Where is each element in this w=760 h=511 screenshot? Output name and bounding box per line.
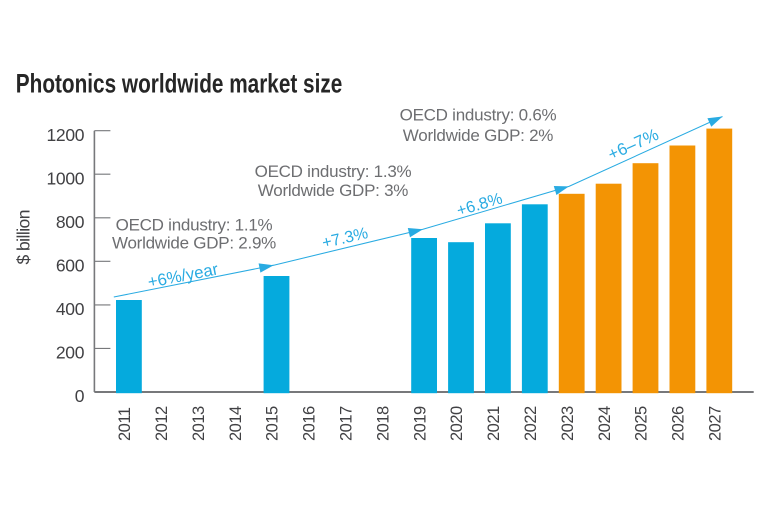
- svg-text:2027: 2027: [707, 406, 725, 441]
- svg-text:200: 200: [56, 343, 85, 363]
- svg-text:2024: 2024: [596, 406, 614, 441]
- svg-text:2015: 2015: [264, 406, 282, 441]
- svg-text:$ billion: $ billion: [14, 210, 34, 264]
- svg-text:400: 400: [56, 299, 85, 319]
- svg-text:OECD industry: 1.3%: OECD industry: 1.3%: [255, 162, 412, 181]
- svg-text:2022: 2022: [522, 406, 540, 441]
- svg-text:2011: 2011: [116, 407, 134, 441]
- svg-text:2020: 2020: [448, 406, 466, 441]
- svg-text:1000: 1000: [46, 168, 84, 188]
- svg-text:Photonics worldwide market siz: Photonics worldwide market size: [16, 69, 343, 99]
- svg-text:2019: 2019: [411, 406, 429, 441]
- svg-text:600: 600: [56, 256, 85, 276]
- svg-text:2026: 2026: [670, 406, 688, 441]
- svg-text:2016: 2016: [301, 406, 319, 441]
- svg-text:800: 800: [56, 212, 85, 232]
- svg-text:2013: 2013: [190, 406, 208, 441]
- svg-text:Worldwide GDP: 2.9%: Worldwide GDP: 2.9%: [112, 234, 276, 253]
- svg-text:OECD industry: 0.6%: OECD industry: 0.6%: [400, 106, 557, 125]
- svg-text:2017: 2017: [338, 406, 356, 441]
- svg-text:0: 0: [75, 386, 85, 406]
- svg-text:Worldwide GDP: 2%: Worldwide GDP: 2%: [403, 126, 554, 145]
- svg-text:2021: 2021: [485, 406, 503, 441]
- svg-text:2014: 2014: [227, 406, 245, 441]
- svg-text:Worldwide GDP: 3%: Worldwide GDP: 3%: [258, 181, 409, 200]
- svg-text:2023: 2023: [559, 406, 577, 441]
- svg-text:OECD industry: 1.1%: OECD industry: 1.1%: [116, 215, 273, 234]
- svg-text:2025: 2025: [633, 406, 651, 441]
- svg-text:2012: 2012: [153, 406, 171, 441]
- svg-text:1200: 1200: [46, 125, 84, 145]
- svg-text:2018: 2018: [374, 406, 392, 441]
